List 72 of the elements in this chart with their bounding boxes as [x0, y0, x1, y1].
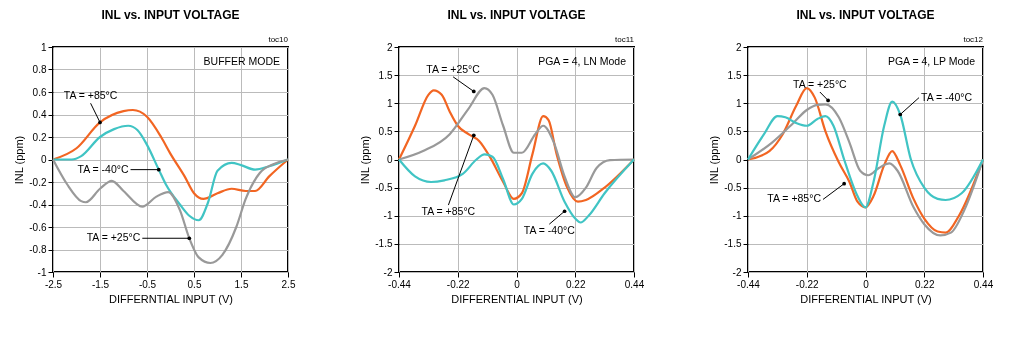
y-tick-label: 0.4 — [32, 109, 47, 120]
chart-title: INL vs. INPUT VOLTAGE — [447, 8, 586, 22]
y-tick-label: -1 — [732, 210, 742, 222]
x-tick-label: 0.5 — [187, 278, 202, 290]
y-tick-label: 0.8 — [32, 64, 47, 75]
x-tick-label: -0.44 — [388, 278, 412, 290]
x-axis-title: DIFFERENTIAL INPUT (V) — [451, 292, 583, 305]
y-tick-label: 1.5 — [727, 69, 742, 81]
x-tick-label: 1.5 — [234, 278, 249, 290]
x-tick-label: 0.22 — [915, 278, 935, 290]
y-tick-label: 0.5 — [727, 125, 742, 137]
x-tick-label: -0.22 — [795, 278, 820, 290]
x-tick-label: 0.44 — [624, 278, 645, 290]
y-tick-label: 2 — [735, 41, 742, 53]
y-axis-title: INL (ppm) — [708, 135, 721, 185]
chart-title: INL vs. INPUT VOLTAGE — [101, 8, 240, 22]
y-tick-label: 1 — [40, 41, 47, 53]
annotation: TA = -40°C — [77, 162, 129, 175]
line-series — [746, 100, 985, 209]
x-tick-label: -2.5 — [44, 278, 63, 290]
x-tick-label: -0.5 — [138, 278, 157, 290]
annotation: TA = +25°C — [426, 62, 481, 75]
y-tick-label: -1 — [37, 266, 47, 278]
annotation: BUFFER MODE — [203, 55, 280, 67]
x-tick-label: 2.5 — [281, 278, 296, 290]
x-tick-label: -0.44 — [737, 278, 761, 290]
x-axis-title: DIFFERENTIAL INPUT (V) — [800, 292, 932, 305]
x-tick-label: 0 — [514, 278, 521, 290]
x-tick-label: 0.22 — [566, 278, 586, 290]
y-axis-title: INL (ppm) — [359, 135, 372, 185]
annotation: TA = +85°C — [421, 205, 476, 218]
line-series — [51, 158, 290, 265]
y-axis-title: INL (ppm) — [13, 135, 26, 185]
y-tick-label: 0 — [40, 154, 47, 165]
x-axis-title: DIFFERNTIAL INPUT (V) — [108, 292, 234, 305]
text: toc11 — [615, 35, 635, 44]
y-tick-label: -0.2 — [29, 176, 47, 188]
chart-title: INL vs. INPUT VOLTAGE — [796, 8, 935, 22]
y-tick-label: -0.8 — [29, 244, 47, 255]
line-series — [397, 153, 636, 224]
y-tick-label: -0.5 — [724, 182, 742, 194]
annotation: PGA = 4, LP Mode — [887, 55, 976, 67]
annotation: TA = -40°C — [921, 90, 973, 103]
y-tick-label: 0 — [386, 154, 393, 165]
y-tick-label: -0.6 — [29, 221, 47, 233]
annotation: PGA = 4, LN Mode — [538, 55, 627, 67]
y-tick-label: -1.5 — [375, 238, 393, 250]
y-tick-label: -0.5 — [375, 182, 393, 194]
x-tick-label: 0.44 — [973, 278, 994, 290]
y-tick-label: 1 — [386, 97, 393, 109]
annotation: TA = +25°C — [793, 78, 848, 90]
y-tick-label: -1.5 — [724, 238, 742, 250]
y-tick-label: 1 — [735, 97, 742, 109]
x-tick-label: 0 — [863, 278, 870, 290]
y-tick-label: -1 — [383, 210, 393, 222]
text: toc10 — [268, 35, 289, 44]
x-tick-label: -0.22 — [446, 278, 471, 290]
annotation: TA = +25°C — [86, 231, 141, 244]
y-tick-label: 0 — [735, 154, 742, 165]
y-tick-label: -2 — [732, 266, 742, 278]
annotation: TA = -40°C — [523, 224, 576, 237]
y-tick-label: 0.5 — [378, 125, 393, 137]
text: toc12 — [963, 35, 984, 44]
x-tick-label: -1.5 — [91, 278, 110, 290]
y-tick-label: 1.5 — [378, 69, 393, 81]
annotation: TA = +85°C — [63, 89, 118, 102]
annotation: TA = +85°C — [767, 192, 822, 205]
y-tick-label: 0.6 — [32, 86, 47, 98]
y-tick-label: -2 — [383, 266, 393, 278]
y-tick-label: 0.2 — [32, 131, 47, 143]
y-tick-label: -0.4 — [29, 199, 47, 210]
y-tick-label: 2 — [386, 41, 393, 53]
